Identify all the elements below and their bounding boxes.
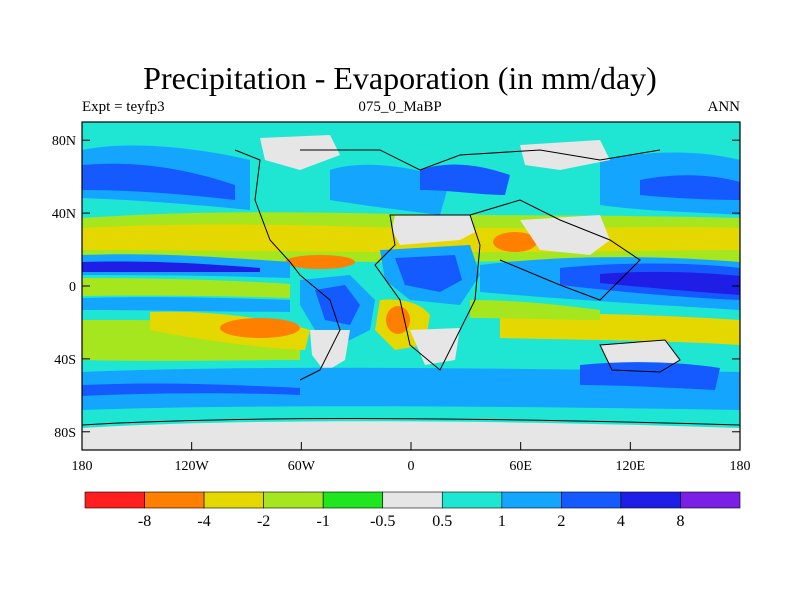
y-tick-label: 80N — [52, 134, 76, 149]
x-tick-label: 180 — [730, 459, 751, 474]
colorbar-swatch — [620, 491, 681, 509]
colorbar-swatch — [203, 491, 264, 509]
colorbar-label: -0.5 — [370, 513, 395, 530]
colorbar-swatch — [680, 491, 741, 509]
colorbar-swatch — [322, 491, 384, 509]
y-tick-label: 80S — [54, 426, 76, 441]
y-tick-label: 0 — [69, 280, 76, 295]
colorbar-label: -8 — [138, 513, 151, 530]
colorbar-swatch — [561, 491, 622, 509]
colorbar-label: 4 — [617, 513, 625, 530]
x-tick-label: 120W — [175, 459, 210, 474]
colorbar-swatch — [501, 491, 562, 509]
axis-ticks: 80N 40N 0 40S 80S 180 120W 60W 0 60E 120E 180 — [52, 134, 751, 474]
colorbar-label: 2 — [557, 513, 565, 530]
colorbar-swatch — [263, 491, 324, 509]
y-tick-label: 40N — [52, 207, 76, 222]
experiment-label: Expt = teyfp3 — [82, 99, 165, 115]
colorbar-swatch — [84, 491, 145, 509]
colorbar-swatch — [441, 491, 503, 509]
x-tick-label: 180 — [72, 459, 93, 474]
colorbar-label: 8 — [676, 513, 684, 530]
colorbar: -8 -4 -2 -1 -0.5 0.5 1 2 4 8 — [84, 491, 741, 530]
colorbar-swatch — [144, 491, 205, 509]
x-tick-label: 60E — [509, 459, 532, 474]
pe-field — [82, 122, 740, 450]
colorbar-label: -4 — [197, 513, 210, 530]
x-tick-label: 120E — [616, 459, 646, 474]
y-tick-label: 40S — [54, 353, 76, 368]
colorbar-label: 1 — [498, 513, 506, 530]
colorbar-label: -1 — [317, 513, 330, 530]
season-label: ANN — [707, 99, 741, 115]
x-tick-label: 0 — [408, 459, 415, 474]
plot-title: Precipitation - Evaporation (in mm/day) — [143, 60, 657, 96]
colorbar-swatch — [382, 491, 443, 509]
coastlines — [82, 149, 740, 426]
colorbar-label: -2 — [257, 513, 270, 530]
colorbar-label: 0.5 — [432, 513, 452, 530]
time-label: 075_0_MaBP — [358, 99, 442, 115]
x-tick-label: 60W — [288, 459, 316, 474]
